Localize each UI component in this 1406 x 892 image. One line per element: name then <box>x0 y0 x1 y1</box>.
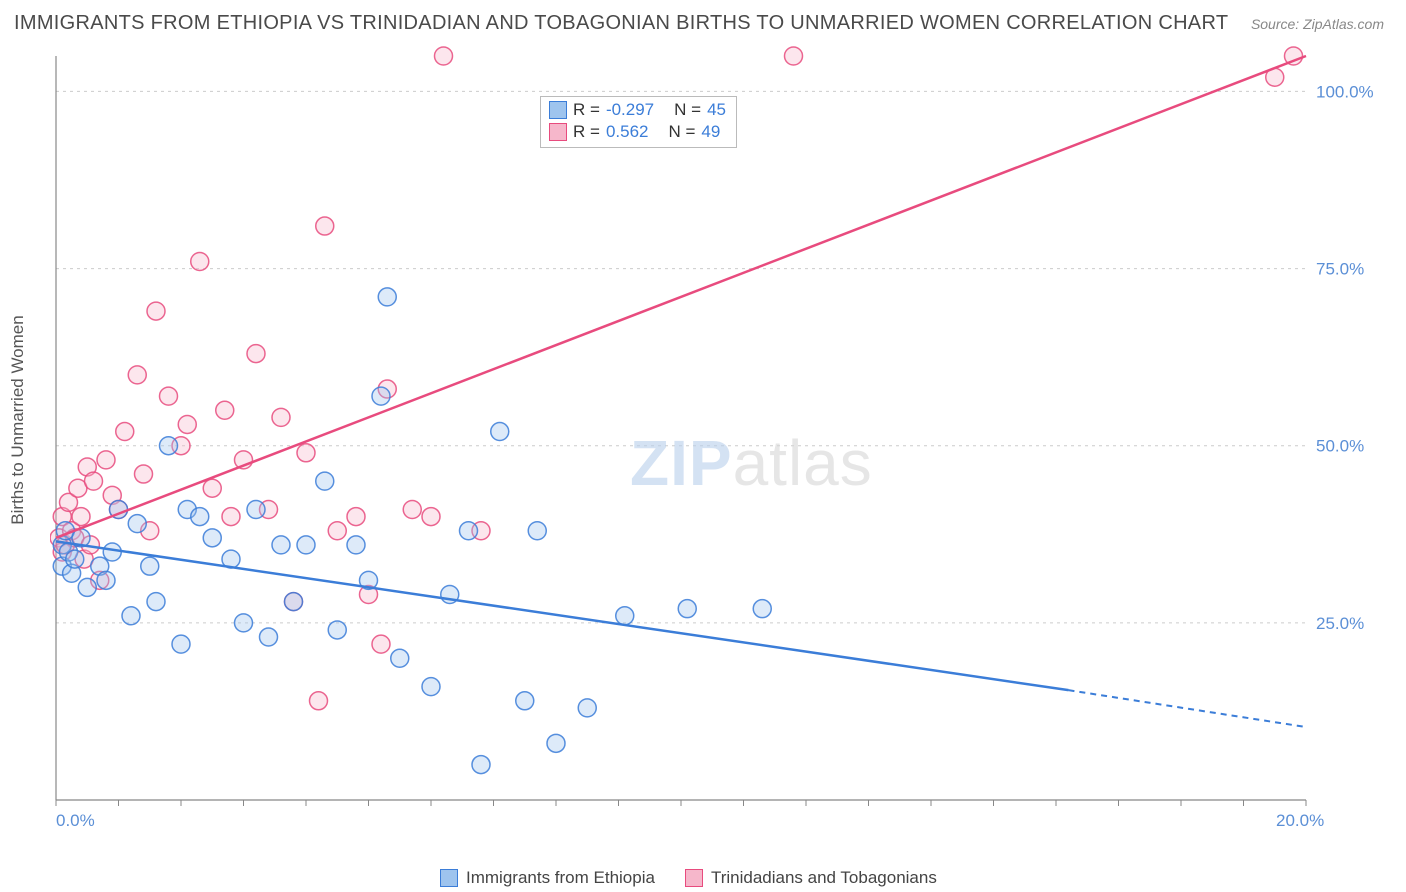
svg-text:100.0%: 100.0% <box>1316 82 1374 101</box>
series-legend: Immigrants from Ethiopia Trinidadians an… <box>440 868 937 888</box>
swatch-ethiopia <box>549 101 567 119</box>
chart-area: 25.0% 50.0% 75.0% 100.0% 0.0% 20.0% R = -0.29… <box>50 46 1386 836</box>
n-value-trinidad: 49 <box>701 122 720 142</box>
swatch-trinidad <box>549 123 567 141</box>
svg-text:25.0%: 25.0% <box>1316 614 1364 633</box>
r-value-trinidad: 0.562 <box>606 122 649 142</box>
swatch-trinidad <box>685 869 703 887</box>
correlation-legend: R = -0.297 N = 45 R = 0.562 N = 49 <box>540 96 737 148</box>
n-label: N = <box>674 100 701 120</box>
scatter-plot-svg: 25.0% 50.0% 75.0% 100.0% 0.0% 20.0% <box>50 46 1386 836</box>
y-axis-label: Births to Unmarried Women <box>8 315 28 524</box>
r-label: R = <box>573 122 600 142</box>
legend-row-trinidad: R = 0.562 N = 49 <box>549 121 726 143</box>
legend-item-ethiopia: Immigrants from Ethiopia <box>440 868 655 888</box>
svg-text:50.0%: 50.0% <box>1316 437 1364 456</box>
legend-row-ethiopia: R = -0.297 N = 45 <box>549 99 726 121</box>
swatch-ethiopia <box>440 869 458 887</box>
r-label: R = <box>573 100 600 120</box>
legend-label-trinidad: Trinidadians and Tobagonians <box>711 868 937 888</box>
source-attribution: Source: ZipAtlas.com <box>1251 16 1384 32</box>
svg-text:0.0%: 0.0% <box>56 811 95 830</box>
n-label: N = <box>668 122 695 142</box>
r-value-ethiopia: -0.297 <box>606 100 654 120</box>
chart-title: IMMIGRANTS FROM ETHIOPIA VS TRINIDADIAN … <box>14 12 1228 35</box>
svg-text:75.0%: 75.0% <box>1316 260 1364 279</box>
svg-text:20.0%: 20.0% <box>1276 811 1324 830</box>
legend-item-trinidad: Trinidadians and Tobagonians <box>685 868 937 888</box>
legend-label-ethiopia: Immigrants from Ethiopia <box>466 868 655 888</box>
n-value-ethiopia: 45 <box>707 100 726 120</box>
